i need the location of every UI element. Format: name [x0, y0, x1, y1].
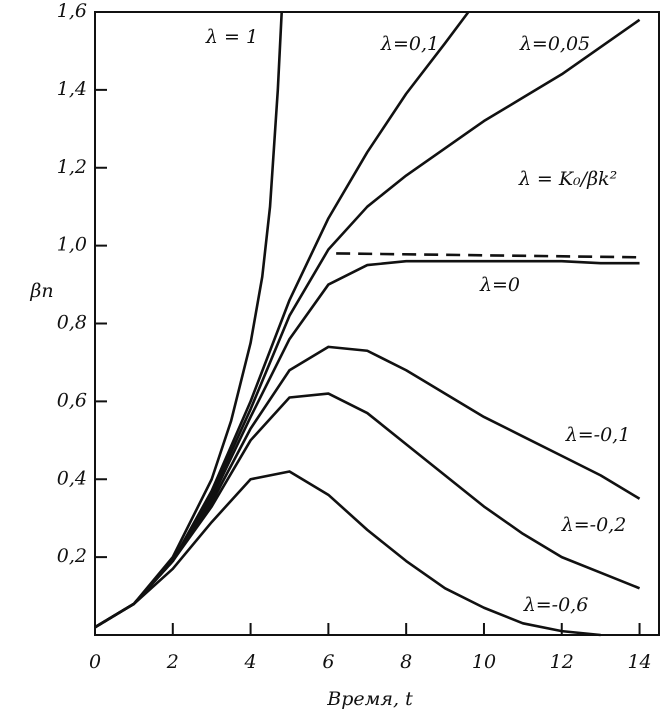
- curve: [94, 470, 601, 637]
- curve-label: λ=0,05: [519, 33, 590, 55]
- y-tick-label: 0,4: [57, 467, 87, 489]
- x-axis-label: Время, t: [326, 688, 413, 710]
- curve-label: λ=-0,1: [565, 424, 631, 446]
- y-tick-label: 1,2: [57, 156, 87, 178]
- curve-label: λ=0: [479, 274, 520, 296]
- curve-label: λ=-0,6: [523, 594, 589, 616]
- x-tick-label: 12: [550, 651, 574, 673]
- curve: [336, 252, 640, 259]
- x-tick-label: 4: [244, 651, 257, 673]
- y-axis-label: βn: [29, 280, 53, 302]
- curve: [94, 18, 641, 629]
- curve: [94, 345, 641, 629]
- x-tick-label: 2: [166, 651, 179, 673]
- y-tick-label: 0,8: [57, 312, 87, 334]
- curve-label: λ=-0,2: [561, 514, 627, 536]
- curve-label: λ=0,1: [380, 33, 439, 55]
- curve: [94, 11, 284, 629]
- x-tick-label: 6: [322, 651, 334, 673]
- y-tick-label: 0,6: [57, 389, 87, 411]
- x-tick-label: 0: [89, 651, 101, 673]
- y-tick-label: 0,2: [57, 545, 87, 567]
- curve: [94, 259, 640, 629]
- curve-label: λ = K₀/βk²: [518, 168, 617, 190]
- x-tick-label: 10: [472, 651, 496, 673]
- y-tick-label: 1,6: [57, 0, 87, 22]
- curve: [94, 392, 641, 629]
- curve: [94, 11, 470, 629]
- y-tick-label: 1,0: [57, 234, 87, 256]
- x-tick-label: 8: [400, 651, 412, 673]
- y-tick-label: 1,4: [57, 78, 87, 100]
- x-tick-label: 14: [627, 651, 651, 673]
- curve-label: λ = 1: [205, 26, 258, 48]
